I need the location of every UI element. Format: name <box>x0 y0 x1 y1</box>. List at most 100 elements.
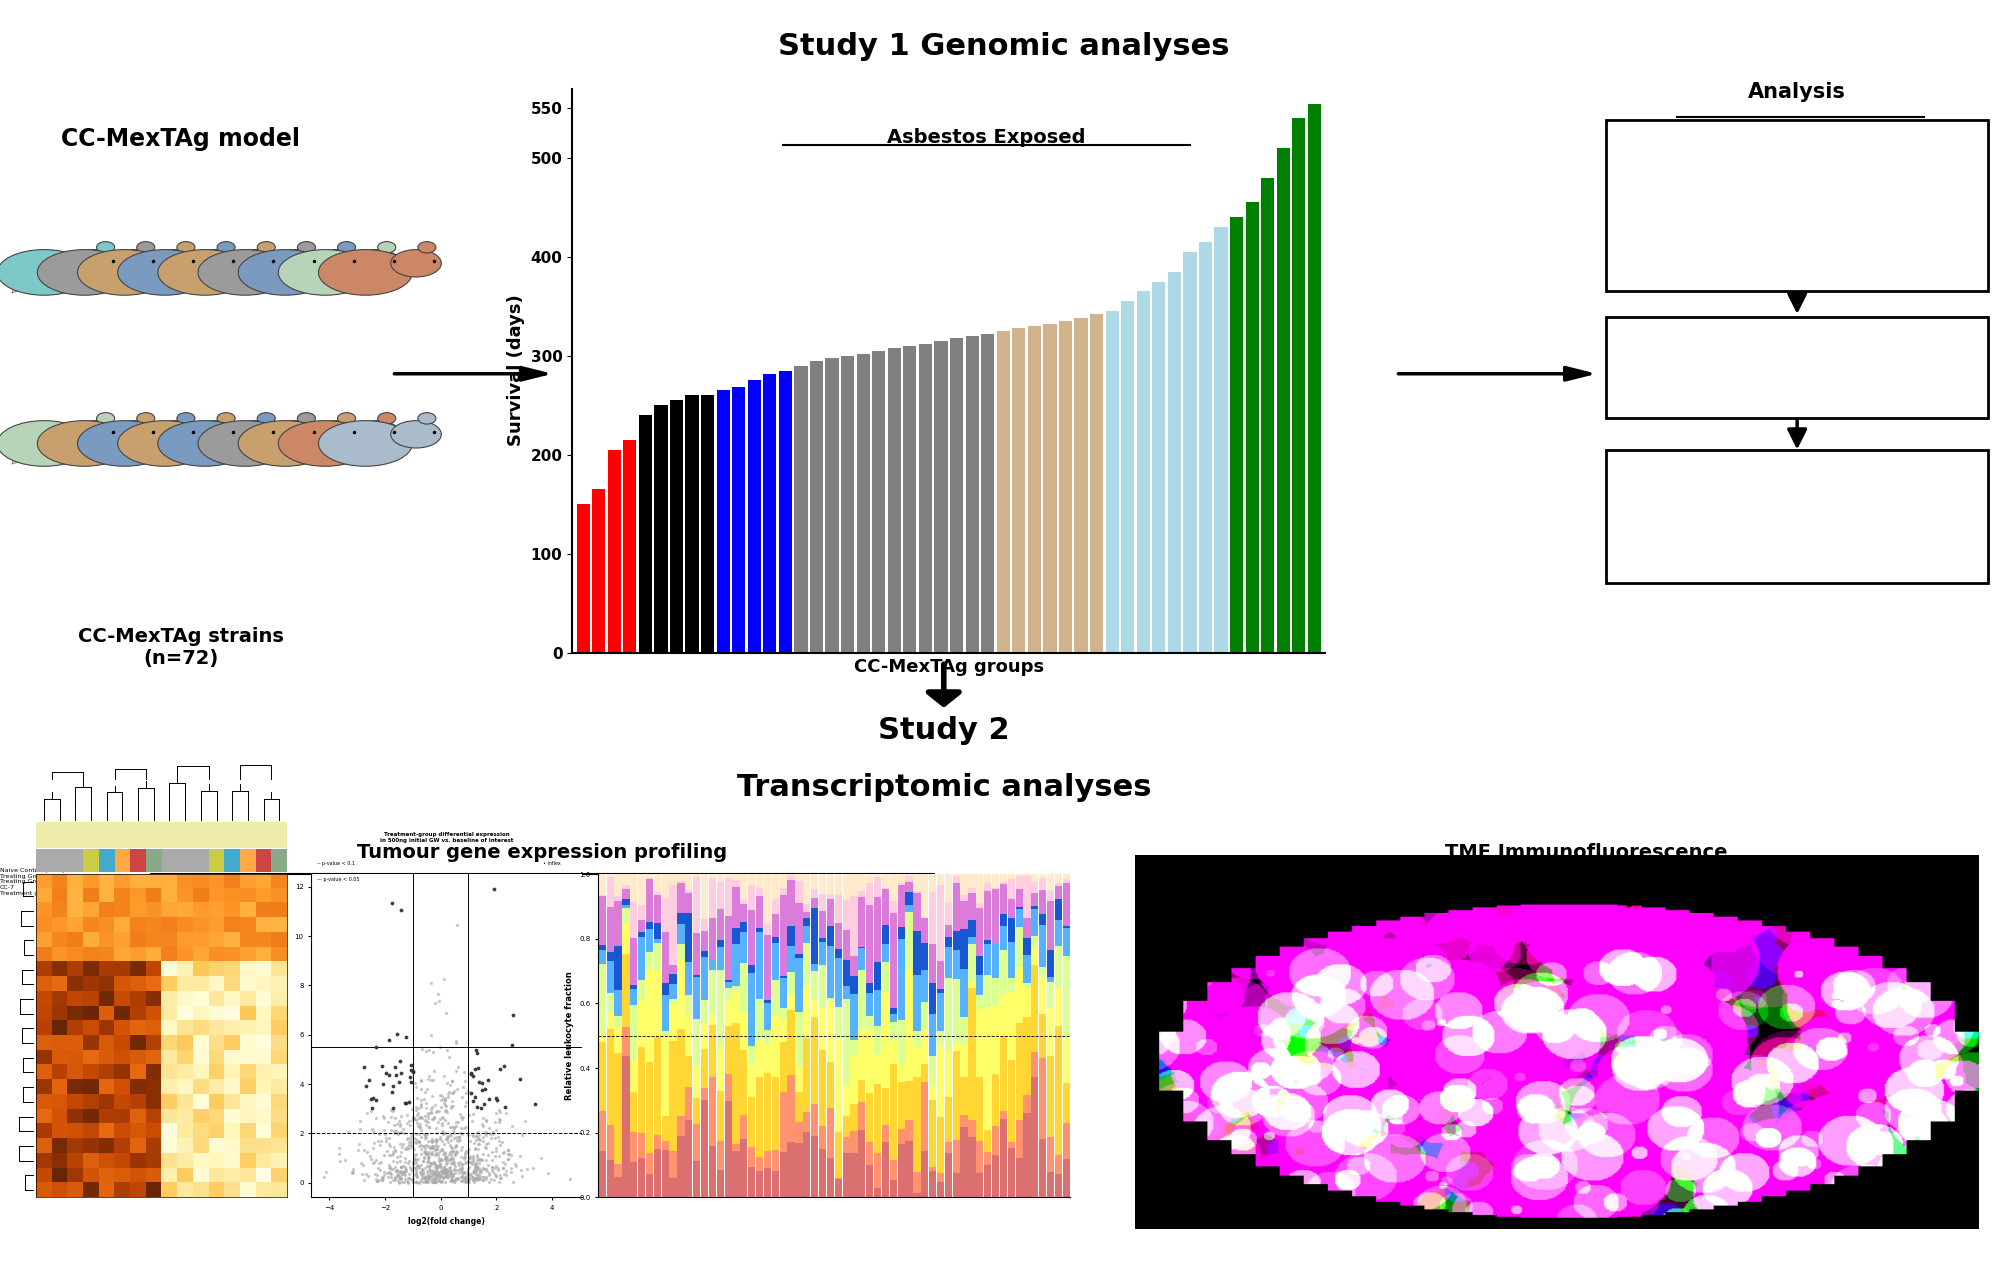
Point <box>421 1159 454 1180</box>
Bar <box>692 977 700 1019</box>
Bar <box>811 1136 819 1197</box>
Point <box>450 1172 482 1192</box>
Bar <box>787 972 795 993</box>
Point <box>434 1163 466 1183</box>
Bar <box>1046 1055 1054 1136</box>
Bar <box>660 1142 668 1150</box>
Point <box>423 1109 456 1129</box>
Bar <box>849 1153 857 1197</box>
Point <box>478 1158 510 1178</box>
Point <box>407 1128 440 1148</box>
Bar <box>959 969 967 1016</box>
Ellipse shape <box>136 413 155 424</box>
Bar <box>684 874 692 889</box>
Bar <box>1016 927 1022 967</box>
Bar <box>638 906 644 920</box>
Bar <box>991 978 999 1006</box>
Bar <box>676 944 684 959</box>
Bar <box>646 879 652 922</box>
Bar <box>668 1000 676 1003</box>
Point <box>429 1096 462 1116</box>
Point <box>466 1098 498 1119</box>
Bar <box>881 963 889 992</box>
Bar <box>708 1025 716 1077</box>
Point <box>419 1157 452 1177</box>
Bar <box>646 874 652 878</box>
Point <box>409 1166 442 1186</box>
Bar <box>1016 874 1022 877</box>
Text: Tumour gene expression profiling: Tumour gene expression profiling <box>357 843 727 862</box>
Point <box>496 1005 528 1025</box>
Point <box>486 1152 518 1172</box>
Point <box>452 1159 484 1180</box>
Bar <box>700 1024 708 1049</box>
Bar <box>733 881 739 887</box>
Point <box>462 1097 494 1117</box>
Point <box>415 1153 448 1173</box>
Point <box>438 1142 470 1162</box>
Bar <box>951 874 959 875</box>
Point <box>383 1110 415 1130</box>
Bar <box>716 1091 725 1142</box>
Point <box>417 1107 450 1128</box>
Point <box>375 1164 407 1185</box>
Point <box>480 1120 512 1140</box>
Bar <box>1028 326 1040 653</box>
Bar <box>638 1000 644 1048</box>
Bar <box>668 874 676 886</box>
Bar <box>660 1031 668 1036</box>
Bar <box>1136 291 1150 653</box>
Bar <box>873 1026 881 1054</box>
Point <box>393 1163 425 1183</box>
Point <box>335 1163 367 1183</box>
Point <box>415 1142 448 1162</box>
Point <box>452 1081 484 1101</box>
Point <box>429 1149 462 1169</box>
Point <box>466 1079 498 1100</box>
Point <box>385 1157 417 1177</box>
Point <box>438 1164 470 1185</box>
Bar <box>921 1082 927 1150</box>
Point <box>478 1171 510 1191</box>
Point <box>421 1162 454 1182</box>
Point <box>399 1172 432 1192</box>
Point <box>432 1161 464 1181</box>
Bar <box>827 1109 833 1158</box>
Point <box>403 1109 436 1129</box>
Point <box>395 1169 427 1190</box>
Bar <box>676 1029 684 1116</box>
Point <box>397 1152 429 1172</box>
Point <box>389 1148 421 1168</box>
Bar <box>843 1153 849 1197</box>
Bar <box>622 888 630 898</box>
Bar <box>1032 936 1038 946</box>
Bar <box>983 874 991 883</box>
Ellipse shape <box>257 242 275 253</box>
Bar <box>929 1167 935 1171</box>
Point <box>401 1104 434 1124</box>
Point <box>458 1157 490 1177</box>
Bar <box>193 849 209 872</box>
Point <box>373 1163 405 1183</box>
Point <box>423 1171 456 1191</box>
Bar <box>819 893 825 911</box>
Point <box>442 1153 474 1173</box>
Point <box>460 1153 492 1173</box>
Point <box>409 1111 442 1131</box>
Ellipse shape <box>271 250 321 277</box>
Point <box>399 1150 432 1171</box>
Bar <box>630 1162 636 1197</box>
Bar <box>827 1002 833 1062</box>
Point <box>464 1130 496 1150</box>
Point <box>389 1161 421 1181</box>
Point <box>456 1145 488 1166</box>
Ellipse shape <box>78 421 171 466</box>
Bar <box>1046 982 1054 1009</box>
Bar <box>1024 874 1030 875</box>
Bar <box>811 898 819 907</box>
Bar <box>733 1144 739 1150</box>
Point <box>385 1162 417 1182</box>
Point <box>470 1138 502 1158</box>
Bar <box>725 981 731 982</box>
Point <box>448 1171 480 1191</box>
